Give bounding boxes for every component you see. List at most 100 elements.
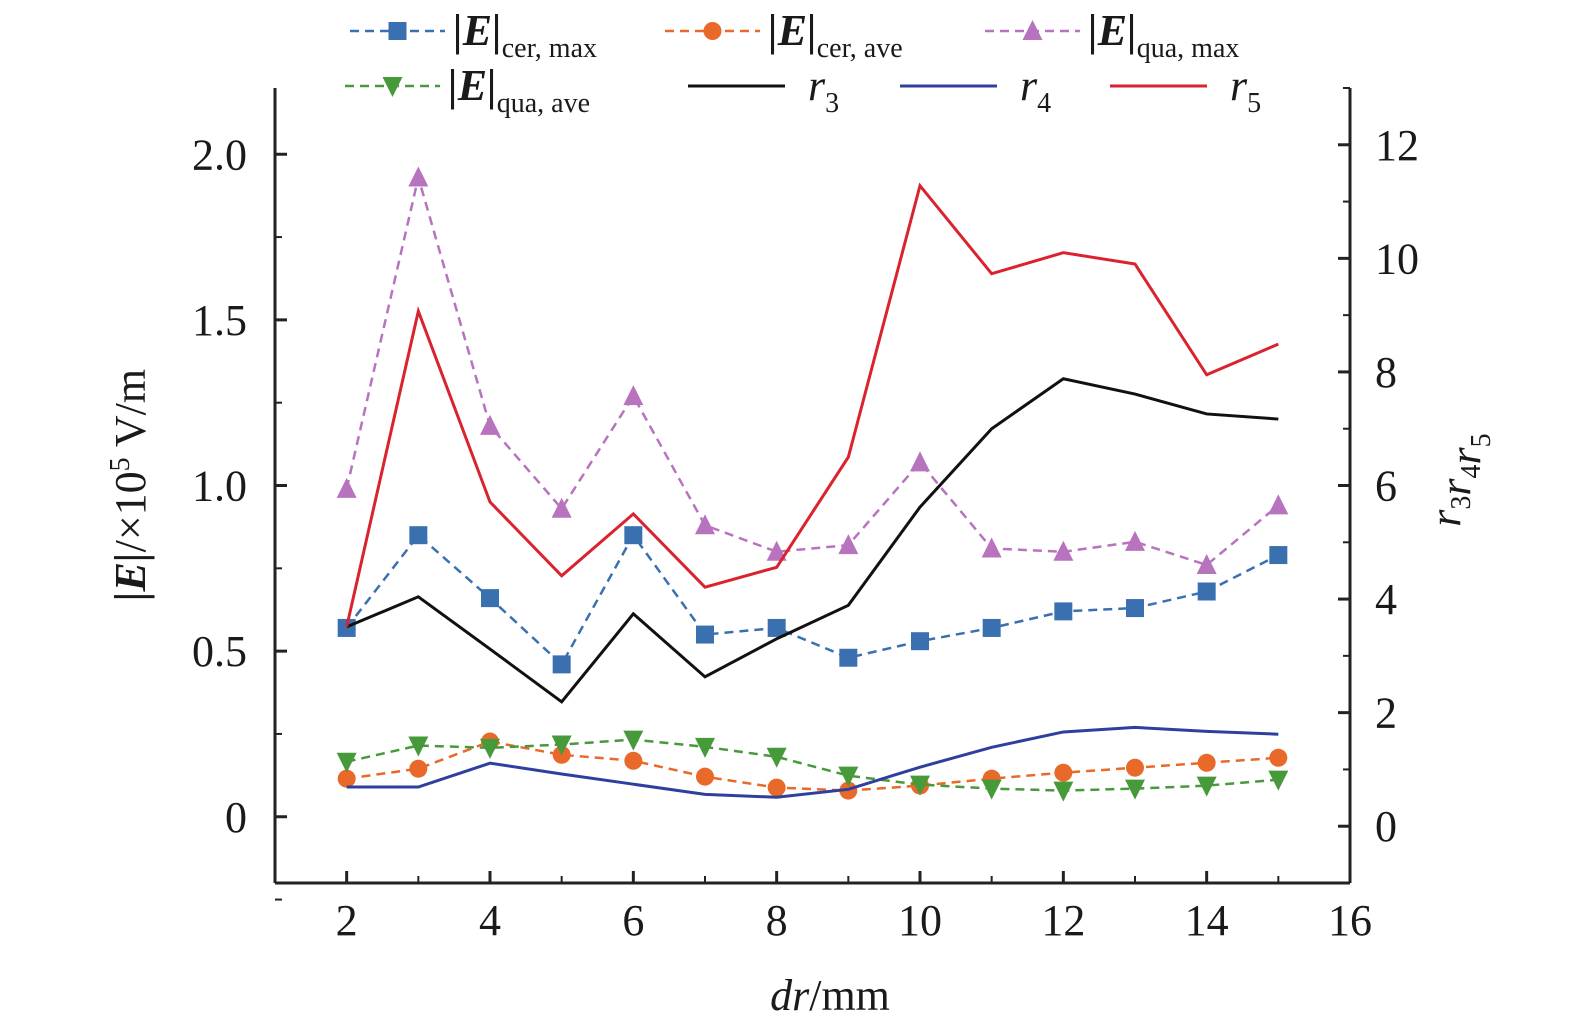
- x-axis-label-italic: dr: [770, 971, 810, 1020]
- legend-item: r3: [688, 61, 839, 119]
- y-right-tick-label: 10: [1375, 234, 1419, 283]
- y-right-tick-label: 8: [1375, 348, 1397, 397]
- axes: 2 4 6 8 10 12 14 1600.51.01.52.0024681012dr/mm|…: [105, 87, 1497, 1020]
- legend-label: |E|qua, max: [1088, 6, 1239, 64]
- y-left-tick-label: 1.5: [192, 296, 247, 345]
- x-tick-label: 16: [1328, 896, 1372, 945]
- series-E-cer-ave-point: [1054, 763, 1073, 782]
- series-E-cer-ave-line: [346, 740, 1279, 792]
- y-left-label-symbol: |E|: [106, 552, 155, 601]
- legend-label-main: |E|: [453, 6, 502, 55]
- series-E-qua-max-point: [551, 497, 572, 518]
- x-tick-label: 14: [1185, 896, 1229, 945]
- series-E-qua-ave-point: [1196, 776, 1217, 797]
- y-right-label-symbol: r: [1431, 478, 1480, 496]
- legend-label-sub: qua, max: [1137, 33, 1240, 64]
- series-E-qua-ave-point: [695, 737, 715, 758]
- series-r5-line: [345, 182, 1279, 628]
- series-E-qua-ave-line: [346, 738, 1279, 792]
- legend-item: r4: [900, 61, 1051, 119]
- legend-label: |E|cer, max: [453, 6, 597, 64]
- y-left-label-exponent: 5: [105, 457, 136, 471]
- legend-label-sub: qua, ave: [497, 88, 590, 119]
- legend-label-sub: cer, max: [502, 33, 597, 64]
- series-E-qua-max-point: [1125, 530, 1145, 551]
- legend-label-sub: 4: [1037, 88, 1051, 119]
- y-right-tick-label: 2: [1375, 689, 1397, 738]
- legend-label: r3: [808, 61, 839, 119]
- series-E-cer-ave-point: [1197, 753, 1216, 772]
- legend-label-main: r: [1230, 61, 1248, 110]
- y-left-label-unit: V/m: [106, 369, 155, 457]
- series-E-cer-ave-point: [409, 759, 428, 778]
- series-E-cer-ave-point: [767, 778, 786, 797]
- series-E-qua-ave-point: [551, 735, 572, 756]
- legend-label: r5: [1230, 61, 1261, 119]
- series-E-cer-ave-point: [337, 769, 356, 788]
- legend-label: |E|cer, ave: [768, 6, 903, 64]
- legend-label-main: r: [1020, 61, 1038, 110]
- legend-item: |E|cer, ave: [665, 6, 903, 64]
- legend-label: |E|qua, ave: [448, 61, 590, 119]
- legend-label-main: |E|: [768, 6, 817, 55]
- y-left-tick-label: 1.0: [192, 462, 247, 511]
- series-E-qua-max-point: [336, 477, 357, 498]
- series-E-cer-max-point: [982, 618, 1001, 637]
- series-r4-line: [346, 725, 1279, 799]
- series-E-qua-ave-point: [766, 747, 787, 768]
- series-E-qua-max-point: [910, 451, 930, 472]
- series-E-cer-max-point: [1269, 546, 1288, 565]
- legend: |E|cer, max |E|cer, ave |E|qua, max|E|qua,…: [345, 6, 1261, 119]
- series-E-qua-max-point: [1268, 494, 1289, 515]
- legend-marker: [382, 77, 403, 97]
- series-E-cer-ave-point: [1269, 748, 1288, 767]
- x-tick-label: 6: [622, 896, 644, 945]
- series-E-qua-ave-point: [408, 736, 429, 757]
- series-E-qua-max-point: [1196, 554, 1217, 574]
- y-left-tick-label: 2.0: [192, 130, 247, 179]
- series-E-qua-max-point: [408, 166, 429, 187]
- series-E-qua-ave-point: [1053, 781, 1074, 802]
- series-E-qua-ave-point: [336, 752, 357, 773]
- series-E-qua-max-line: [345, 172, 1280, 567]
- y-right-tick-label: 4: [1375, 575, 1397, 624]
- series-E-cer-ave-point: [1126, 758, 1144, 777]
- y-right-tick-label: 0: [1375, 802, 1397, 851]
- series-r3-line: [346, 377, 1279, 704]
- series-E-qua-max-point: [623, 385, 644, 406]
- legend-label-main: |E|: [1088, 6, 1137, 55]
- x-tick-label: 10: [898, 896, 942, 945]
- series-E-qua-max-point: [480, 414, 500, 435]
- y-right-tick-label: 12: [1375, 121, 1419, 170]
- y-left-tick-label: 0.5: [192, 627, 247, 676]
- plot-area: [336, 166, 1289, 802]
- y-left-tick-label: 0: [225, 793, 247, 842]
- series-E-cer-max-point: [552, 655, 571, 674]
- legend-item: r5: [1110, 61, 1261, 119]
- series-E-cer-max-point: [1126, 599, 1144, 618]
- series-E-cer-max-point: [839, 648, 858, 667]
- series-E-qua-ave-point: [623, 730, 644, 751]
- legend-label-sub: cer, ave: [817, 33, 903, 64]
- series-E-cer-max-point: [409, 526, 428, 545]
- legend-marker: [1022, 20, 1043, 40]
- y-right-label-sub: 3: [1446, 496, 1477, 510]
- series-E-cer-max-line: [345, 532, 1279, 667]
- x-tick-label: 12: [1041, 896, 1085, 945]
- y-right-label-symbol: r: [1421, 509, 1470, 527]
- series-E-cer-max-point: [1197, 582, 1216, 601]
- legend-label-main: r: [808, 61, 826, 110]
- series-E-cer-max-point: [696, 625, 714, 644]
- legend-item: |E|qua, ave: [345, 61, 590, 119]
- x-tick-label: 2: [336, 896, 358, 945]
- series-E-qua-max-point: [1053, 540, 1074, 561]
- series-E-qua-max-point: [695, 514, 715, 535]
- series-E-qua-ave-point: [480, 738, 500, 759]
- y-left-label-mid: /×10: [106, 471, 155, 552]
- series-E-cer-max-point: [911, 632, 929, 651]
- series-E-cer-max-point: [624, 526, 643, 545]
- series-E-qua-ave-point: [1125, 779, 1145, 800]
- series-E-qua-ave-point: [981, 779, 1002, 800]
- legend-label: r4: [1020, 61, 1051, 119]
